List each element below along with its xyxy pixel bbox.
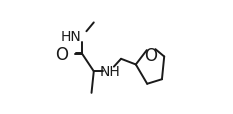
Text: O: O — [55, 46, 68, 64]
Text: NH: NH — [99, 65, 120, 79]
Text: HN: HN — [61, 30, 82, 44]
Text: O: O — [144, 47, 157, 65]
